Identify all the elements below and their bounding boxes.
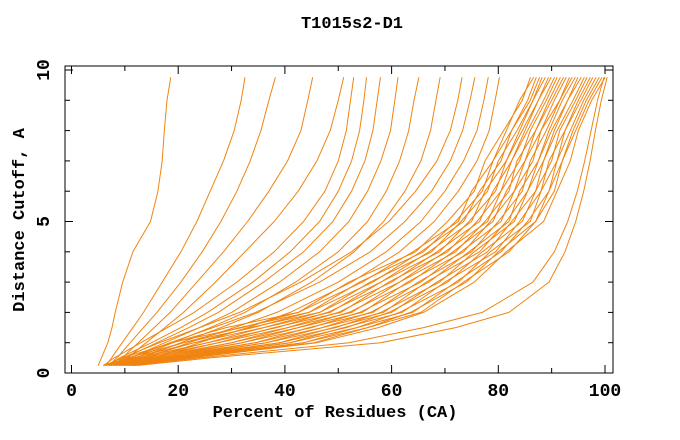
prediction-curves xyxy=(97,77,608,366)
prediction-curve xyxy=(114,77,555,366)
y-axis-label: Distance Cutoff, A xyxy=(11,127,30,311)
prediction-curve xyxy=(127,77,588,366)
prediction-curve xyxy=(135,77,606,366)
prediction-curve xyxy=(135,77,603,366)
prediction-curve xyxy=(105,77,540,366)
x-tick-label: 100 xyxy=(589,382,621,402)
chart-title: T1015s2-D1 xyxy=(301,15,403,34)
prediction-curve xyxy=(105,77,463,366)
x-tick-label: 80 xyxy=(487,382,509,402)
prediction-curve xyxy=(137,77,608,366)
prediction-curve xyxy=(124,77,582,366)
prediction-curve xyxy=(108,77,546,366)
prediction-curve xyxy=(105,77,246,366)
prediction-curve xyxy=(111,77,552,366)
x-tick-label: 20 xyxy=(167,382,189,402)
x-tick-label: 0 xyxy=(66,382,77,402)
prediction-curve xyxy=(127,77,585,366)
prediction-curve xyxy=(116,77,564,366)
prediction-curve xyxy=(113,77,314,366)
prediction-curve xyxy=(129,77,594,366)
axis-ticks xyxy=(65,66,613,374)
prediction-curve xyxy=(103,77,534,366)
prediction-curve xyxy=(132,77,605,366)
prediction-curve xyxy=(116,77,420,366)
prediction-curve xyxy=(121,77,489,366)
prediction-curve xyxy=(119,77,570,366)
prediction-curve xyxy=(113,77,558,366)
prediction-curve xyxy=(97,77,172,366)
prediction-curve xyxy=(132,77,600,366)
prediction-curve xyxy=(111,77,381,366)
y-tick-label: 10 xyxy=(35,59,55,81)
prediction-curve xyxy=(116,77,345,366)
prediction-curve xyxy=(108,77,276,366)
prediction-curve xyxy=(108,77,367,366)
prediction-curve xyxy=(104,77,531,366)
y-tick-label: 0 xyxy=(35,368,55,379)
x-tick-label: 40 xyxy=(274,382,296,402)
prediction-curve xyxy=(119,77,441,366)
axis-tick-labels: 0 20 40 60 80 100 0 5 10 xyxy=(35,59,621,402)
plot-frame xyxy=(64,65,614,374)
y-tick-label: 5 xyxy=(35,216,55,227)
prediction-curve xyxy=(121,77,576,366)
x-tick-label: 60 xyxy=(381,382,403,402)
prediction-curve xyxy=(127,77,500,366)
prediction-curve xyxy=(103,77,355,366)
prediction-curve xyxy=(113,77,399,366)
x-axis-label: Percent of Residues (CA) xyxy=(213,404,458,423)
